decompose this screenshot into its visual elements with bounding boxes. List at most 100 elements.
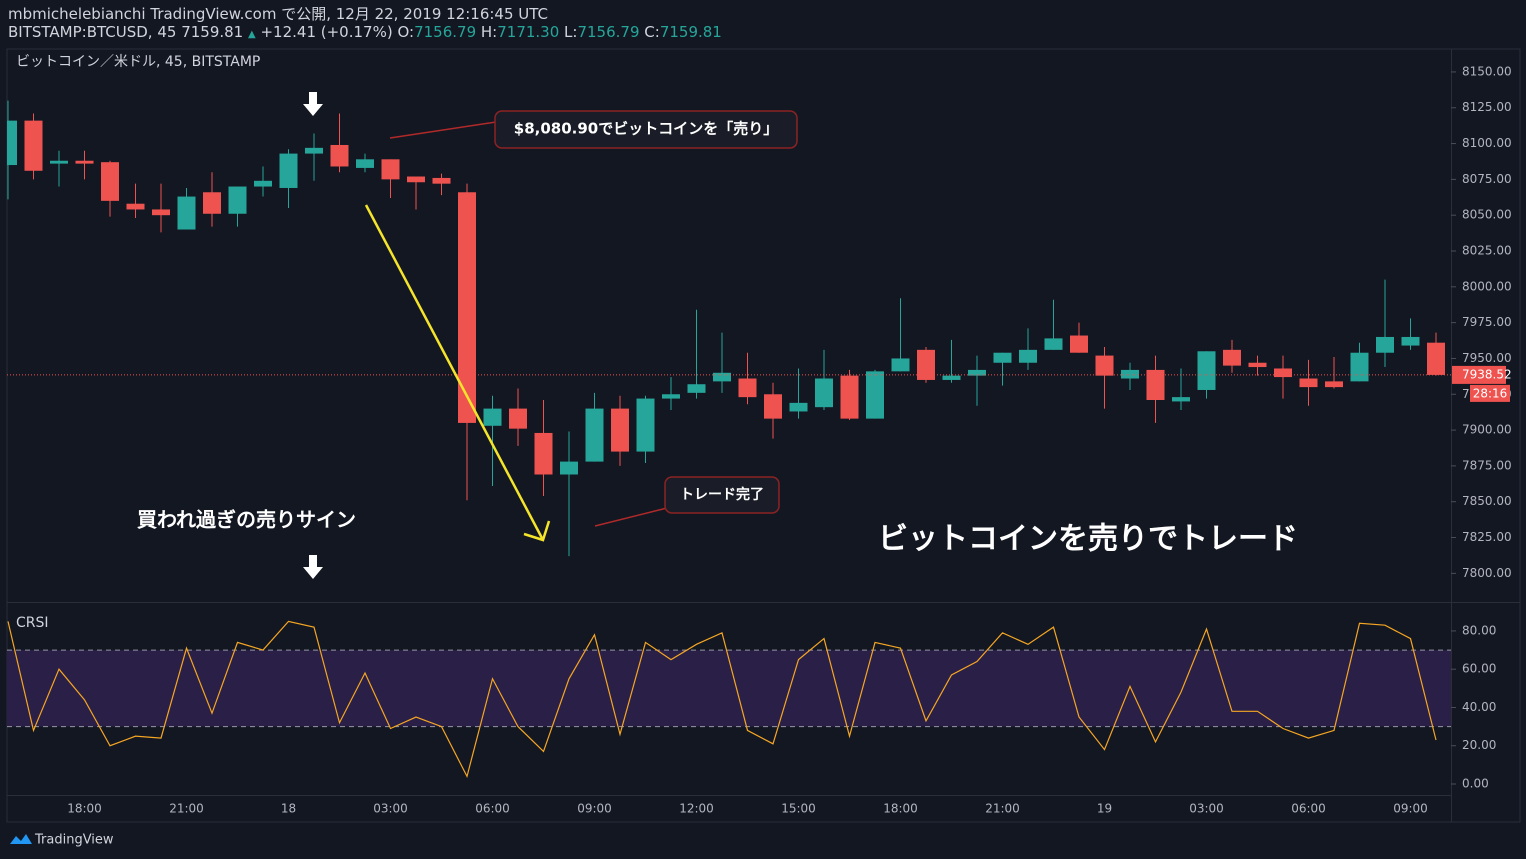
y-tick-label: 0.00 xyxy=(1462,776,1489,790)
band-fill xyxy=(7,650,1451,727)
x-tick-label: 06:00 xyxy=(1291,802,1326,816)
candle-body xyxy=(228,186,247,214)
candle-body xyxy=(534,432,553,475)
last-price-label: 7938.52 xyxy=(1462,367,1512,381)
o-label: O: xyxy=(397,23,415,41)
candle-body xyxy=(432,177,451,184)
candle-body xyxy=(687,384,706,393)
y-tick-label: 7900.00 xyxy=(1462,423,1512,437)
candle-body xyxy=(1121,369,1139,379)
sell-annotation: $8,080.90でビットコインを「売り」 xyxy=(514,120,778,138)
y-tick-label: 7875.00 xyxy=(1462,458,1512,472)
complete-annotation: トレード完了 xyxy=(680,486,764,503)
y-tick-label: 7825.00 xyxy=(1462,530,1512,544)
candle-body xyxy=(75,160,94,164)
x-tick-label: 21:00 xyxy=(169,802,204,816)
candle-body xyxy=(483,408,502,426)
axes: 18:00 21:00 18 03:00 06:00 09:00 12:00 15:00 18:… xyxy=(7,64,1512,816)
candle-body xyxy=(254,180,272,187)
candle-body xyxy=(560,461,578,475)
y-tick-label: 7950.00 xyxy=(1462,351,1512,365)
candle-body xyxy=(1223,349,1241,366)
candle-body xyxy=(585,408,604,462)
candle-body xyxy=(1146,369,1165,400)
down-arrow xyxy=(303,555,323,579)
callout-pointer xyxy=(594,507,668,527)
candle-body xyxy=(1248,362,1267,368)
candle-body xyxy=(917,349,935,380)
y-tick-label: 7850.00 xyxy=(1462,494,1512,508)
candle-body xyxy=(356,159,374,168)
y-tick-label: 8050.00 xyxy=(1462,208,1512,222)
down-arrow xyxy=(303,92,323,116)
candle-body xyxy=(866,371,884,419)
candle-body xyxy=(713,372,731,382)
crsi-line xyxy=(7,620,1437,779)
candle-body xyxy=(611,408,629,452)
candle-body xyxy=(1044,338,1063,350)
x-tick-label: 09:00 xyxy=(577,802,612,816)
candle-body xyxy=(1070,335,1088,353)
last-price-tag xyxy=(1452,365,1506,384)
crsi-pane xyxy=(7,620,1451,779)
symbol: BITSTAMP:BTCUSD, 45 7159.81 xyxy=(8,23,244,41)
y-tick-label: 8025.00 xyxy=(1462,244,1512,258)
x-tick-label: 18:00 xyxy=(883,802,918,816)
callout-box xyxy=(664,476,780,514)
crsi-title: CRSI xyxy=(16,615,49,631)
candle-body xyxy=(1197,351,1216,390)
headline-annotation: ビットコインを売りでトレード xyxy=(878,522,1298,557)
candle-body xyxy=(330,144,349,167)
candle-body xyxy=(1274,368,1292,378)
candle-body xyxy=(1376,336,1394,353)
brand-logo xyxy=(10,834,32,844)
candle-body xyxy=(381,159,400,180)
candle-body xyxy=(305,147,323,154)
h-value: 7171.30 xyxy=(497,23,560,41)
x-tick-label: 09:00 xyxy=(1393,802,1428,816)
candle-body xyxy=(407,176,425,183)
y-tick-label: 7975.00 xyxy=(1462,315,1512,329)
trend-arrow xyxy=(364,204,545,541)
y-tick-label: 7800.00 xyxy=(1462,566,1512,580)
candle-body xyxy=(50,160,68,164)
y-tick-label: 8000.00 xyxy=(1462,279,1512,293)
candle-body xyxy=(1299,378,1318,388)
candle-body xyxy=(101,162,119,201)
y-tick-label: 60.00 xyxy=(1462,662,1496,676)
callout-box xyxy=(494,110,798,149)
x-tick-label: 21:00 xyxy=(985,802,1020,816)
overbought-annotation: 買われ過ぎの売りサイン xyxy=(137,508,356,532)
c-value: 7159.81 xyxy=(659,23,722,41)
change: +12.41 (+0.17%) xyxy=(260,23,393,41)
candle-body xyxy=(1427,342,1445,375)
x-tick-label: 18:00 xyxy=(67,802,102,816)
candle-body xyxy=(126,203,145,210)
l-label: L: xyxy=(564,23,578,41)
candle-body xyxy=(24,120,43,171)
candle-body xyxy=(152,209,170,216)
y-tick-label: 20.00 xyxy=(1462,738,1496,752)
x-tick-label: 19 xyxy=(1097,802,1112,816)
l-value: 7156.79 xyxy=(577,23,640,41)
candle-body xyxy=(1325,381,1343,388)
candle-body xyxy=(279,153,298,188)
candle-body xyxy=(203,192,221,214)
y-tick-label: 80.00 xyxy=(1462,623,1496,637)
candle-body xyxy=(177,196,196,230)
candle-body xyxy=(636,398,655,452)
candle-body xyxy=(458,192,476,423)
candle-body xyxy=(840,375,859,419)
candle-body xyxy=(509,408,527,429)
x-tick-label: 18 xyxy=(281,802,296,816)
candle-body xyxy=(815,378,833,408)
o-value: 7156.79 xyxy=(414,23,477,41)
candle-body xyxy=(1172,397,1190,402)
price-pane xyxy=(7,100,1445,557)
x-tick-label: 12:00 xyxy=(679,802,714,816)
x-tick-label: 15:00 xyxy=(781,802,816,816)
candle-body xyxy=(1019,349,1037,363)
candle-body xyxy=(7,120,17,166)
candle-body xyxy=(1350,352,1369,382)
